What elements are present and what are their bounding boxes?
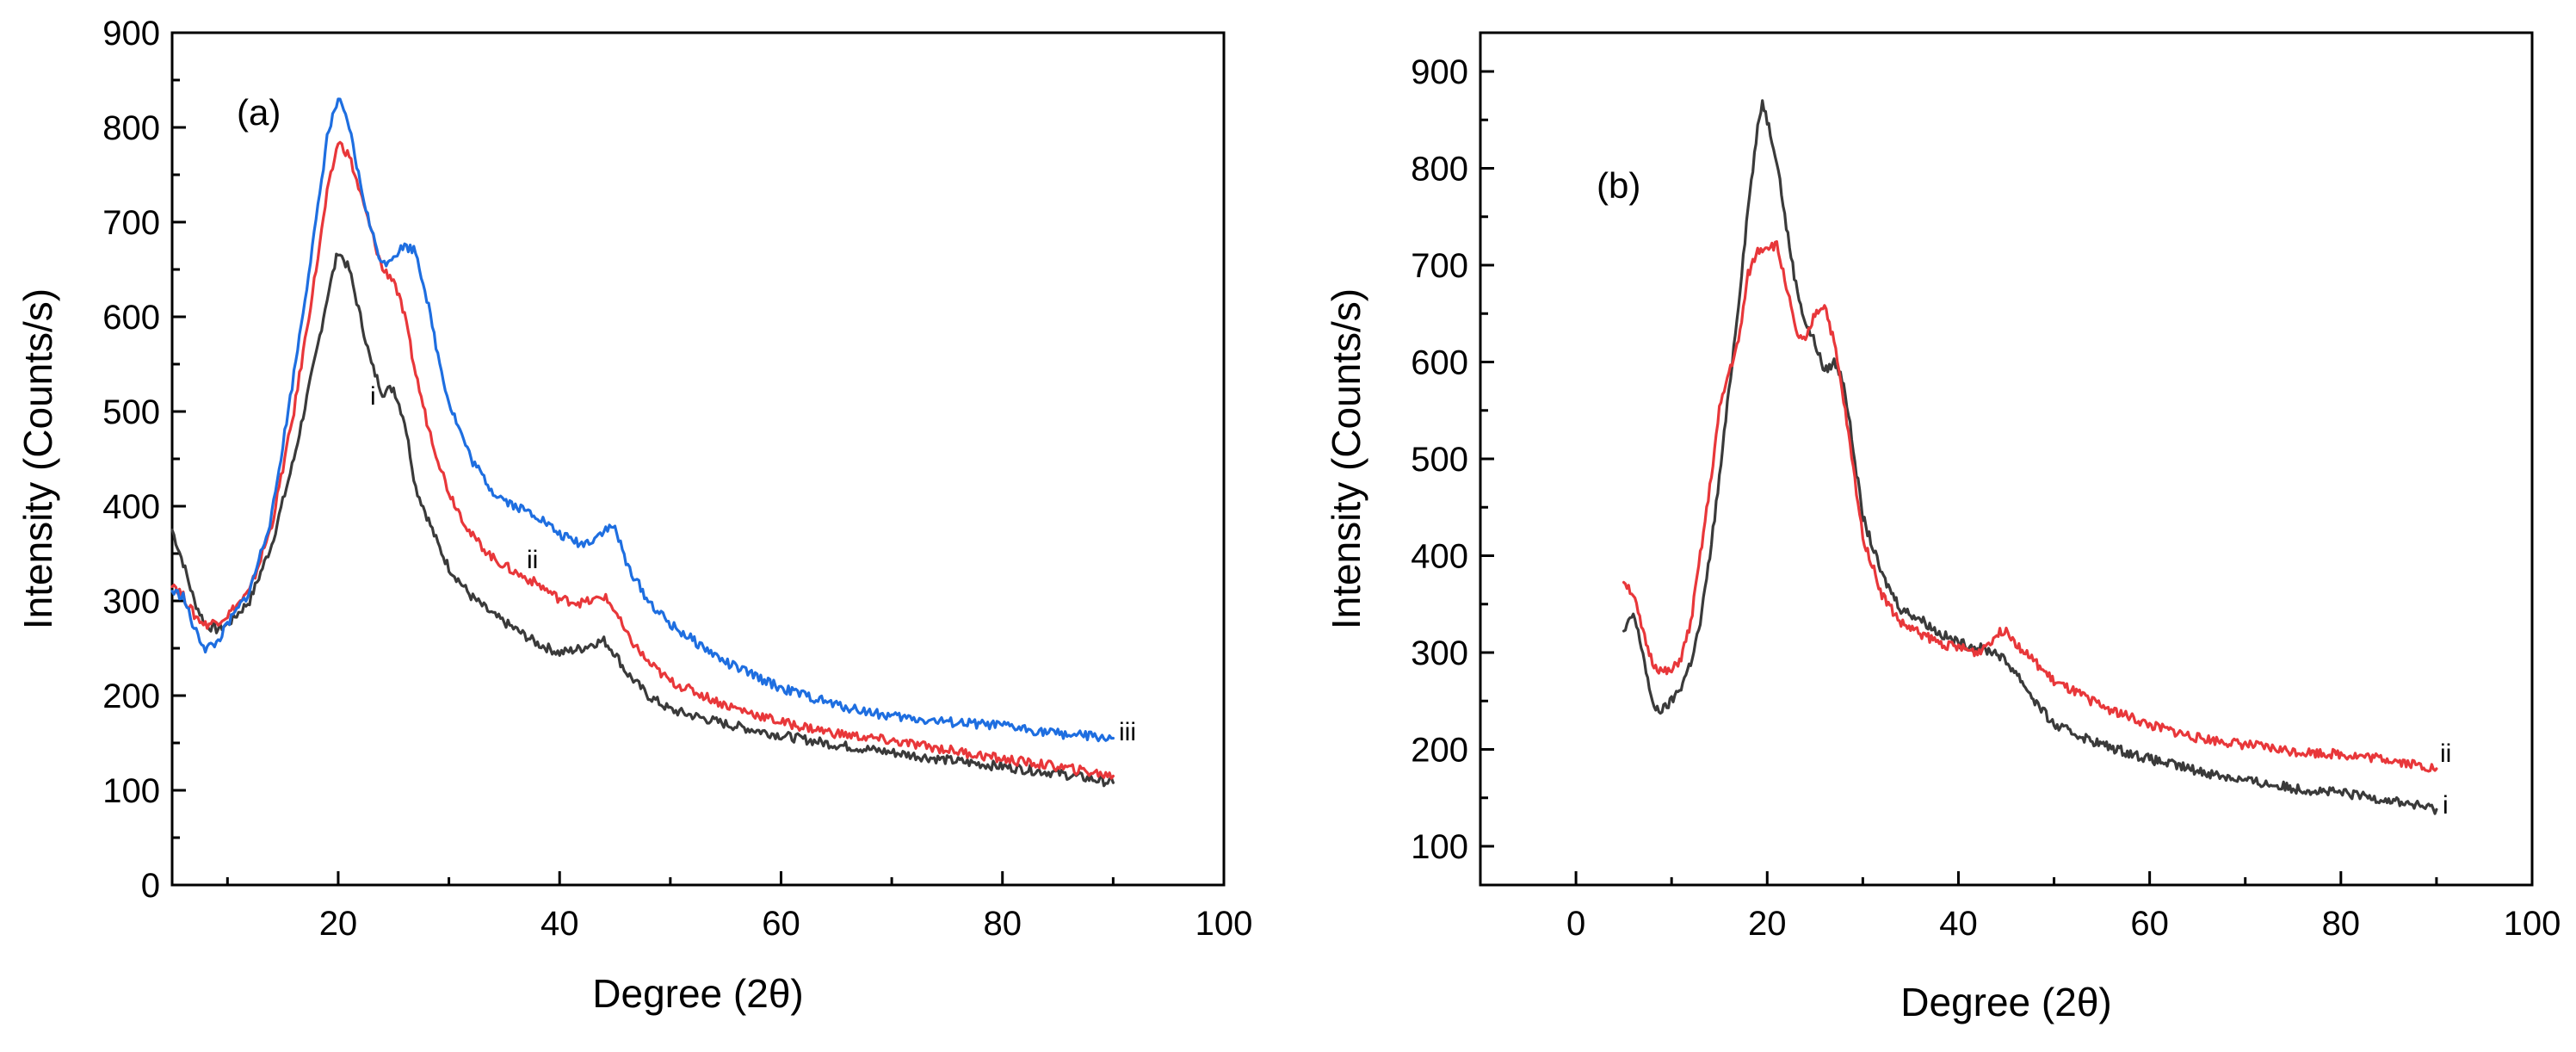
y-tick-label: 800 <box>102 109 160 147</box>
x-tick-label: 100 <box>2504 905 2561 943</box>
series-label-b-i: i <box>2443 791 2449 820</box>
series-label-b-ii: ii <box>2440 739 2451 768</box>
y-tick-label: 600 <box>102 299 160 337</box>
x-tick-label: 40 <box>1939 905 1978 943</box>
x-tick-label: 20 <box>319 905 358 943</box>
y-tick-label: 600 <box>1411 344 1468 382</box>
x-tick-label: 40 <box>541 905 579 943</box>
y-tick-label: 900 <box>1411 53 1468 91</box>
series-label-a-i: i <box>370 382 376 411</box>
y-tick-label: 400 <box>1411 538 1468 576</box>
y-tick-label: 900 <box>102 15 160 53</box>
y-tick-label: 500 <box>102 393 160 431</box>
y-tick-label: 300 <box>1411 634 1468 672</box>
x-tick-label: 0 <box>1566 905 1585 943</box>
series-line-i <box>170 252 1115 788</box>
y-tick-label: 700 <box>102 204 160 242</box>
chart-panel-a: 20 40 60 80 1000100200300400500600700800900 … <box>15 15 1252 1016</box>
y-tick-label: 100 <box>102 772 160 810</box>
x-tick-label: 100 <box>1195 905 1253 943</box>
x-axis-title-a: Degree (2θ) <box>592 971 803 1016</box>
x-tick-label: 60 <box>762 905 800 943</box>
y-tick-label: 500 <box>1411 441 1468 479</box>
x-axis-title-b: Degree (2θ) <box>1900 980 2111 1024</box>
y-tick-label: 200 <box>102 678 160 715</box>
plot-frame-a <box>170 31 1226 887</box>
y-tick-label: 0 <box>141 867 160 905</box>
x-tick-label: 80 <box>2322 905 2361 943</box>
y-tick-label: 100 <box>1411 828 1468 866</box>
series-line-i <box>1622 99 2438 815</box>
series-line-ii <box>170 140 1115 780</box>
x-tick-label: 80 <box>983 905 1022 943</box>
panel-label-a: (a) <box>237 92 281 133</box>
y-axis-title-a: Intensity (Counts/s) <box>15 288 60 629</box>
series-label-a-ii: ii <box>527 546 538 574</box>
x-tick-label: 60 <box>2130 905 2169 943</box>
y-tick-label: 700 <box>1411 247 1468 285</box>
x-tick-label: 20 <box>1748 905 1787 943</box>
series-line-ii <box>1622 240 2438 773</box>
y-tick-label: 300 <box>102 583 160 621</box>
y-tick-label: 200 <box>1411 732 1468 770</box>
series-line-iii <box>170 97 1115 743</box>
series-label-a-iii: iii <box>1119 718 1136 746</box>
y-axis-title-b: Intensity (Counts/s) <box>1324 288 1368 629</box>
panel-label-b: (b) <box>1597 165 1640 206</box>
chart-panel-b: 0 20 40 60 80 100100200300400500600700800900 … <box>1324 31 2561 1024</box>
y-tick-label: 800 <box>1411 151 1468 189</box>
y-tick-label: 400 <box>102 488 160 526</box>
